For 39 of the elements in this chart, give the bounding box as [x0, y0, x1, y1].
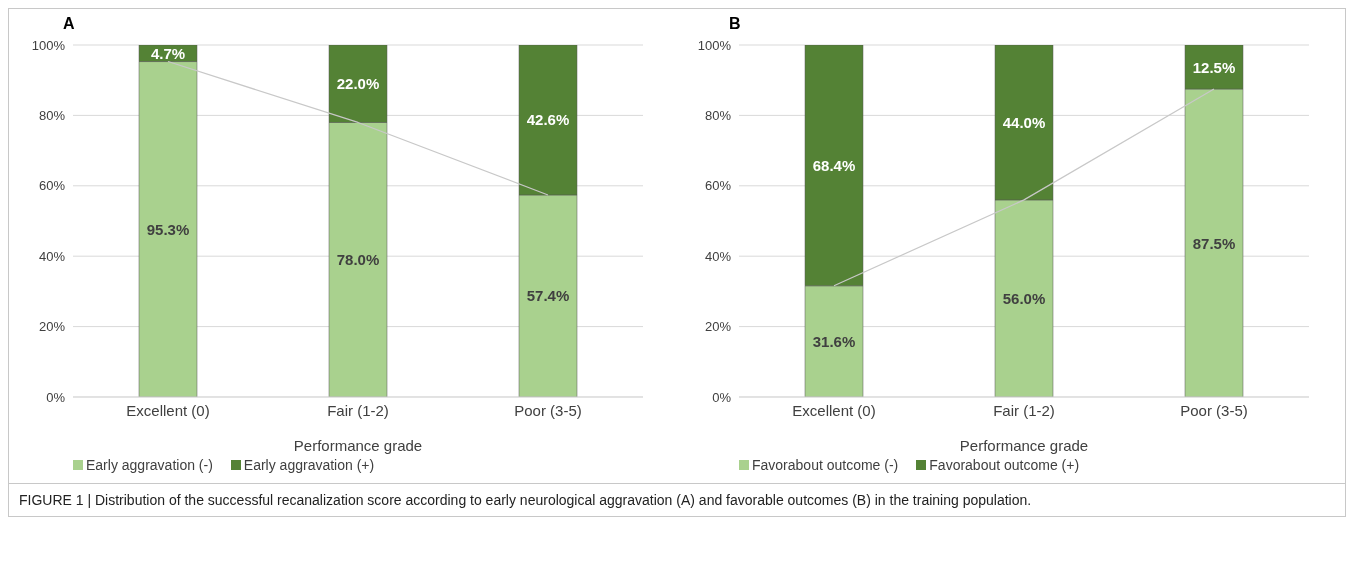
x-axis-title: Performance grade — [293, 437, 423, 454]
x-tick-label: Excellent (0) — [792, 401, 876, 419]
x-tick-label: Fair (1-2) — [993, 401, 1055, 419]
data-label: 68.4% — [812, 156, 856, 174]
data-label: 57.4% — [526, 287, 570, 305]
caption: FIGURE 1 | Distribution of the successful recanalization score according to early neurological aggravation (A) and favorable outcomes (B) in the training population. — [19, 492, 1033, 508]
legend-label: Favorabout outcome (+) — [928, 457, 1080, 473]
x-tick-label: Excellent (0) — [126, 401, 210, 419]
data-label: 44.0% — [1002, 113, 1046, 131]
y-tick-label: 0% — [46, 389, 66, 405]
data-label: 12.5% — [1192, 58, 1236, 76]
data-label: 4.7% — [150, 44, 186, 62]
data-label: 87.5% — [1192, 234, 1236, 252]
y-tick-label: 80% — [38, 108, 66, 124]
x-axis-title: Performance grade — [959, 437, 1089, 454]
chart-title: A — [62, 15, 76, 34]
y-tick-label: 20% — [704, 319, 732, 335]
data-label: 22.0% — [336, 75, 380, 93]
y-tick-label: 80% — [704, 108, 732, 124]
y-tick-label: 100% — [697, 37, 732, 53]
chart-title: B — [728, 15, 742, 34]
legend-label: Favorabout outcome (-) — [751, 457, 899, 473]
y-tick-label: 0% — [712, 389, 732, 405]
x-tick-label: Poor (3-5) — [1180, 401, 1248, 419]
legend-label: Early aggravation (-) — [85, 457, 213, 473]
x-tick-label: Fair (1-2) — [327, 401, 389, 419]
data-label: 56.0% — [1002, 289, 1046, 307]
y-tick-label: 40% — [704, 248, 732, 264]
data-label: 42.6% — [526, 111, 570, 129]
data-label: 95.3% — [146, 220, 190, 238]
y-tick-label: 40% — [38, 248, 66, 264]
y-tick-label: 60% — [38, 178, 66, 194]
data-label: 31.6% — [812, 332, 856, 350]
legend-label: Early aggravation (+) — [242, 457, 375, 473]
y-tick-label: 100% — [31, 37, 66, 53]
data-label: 78.0% — [336, 251, 380, 269]
x-tick-label: Poor (3-5) — [514, 401, 582, 419]
y-tick-label: 20% — [38, 319, 66, 335]
y-tick-label: 60% — [704, 178, 732, 194]
